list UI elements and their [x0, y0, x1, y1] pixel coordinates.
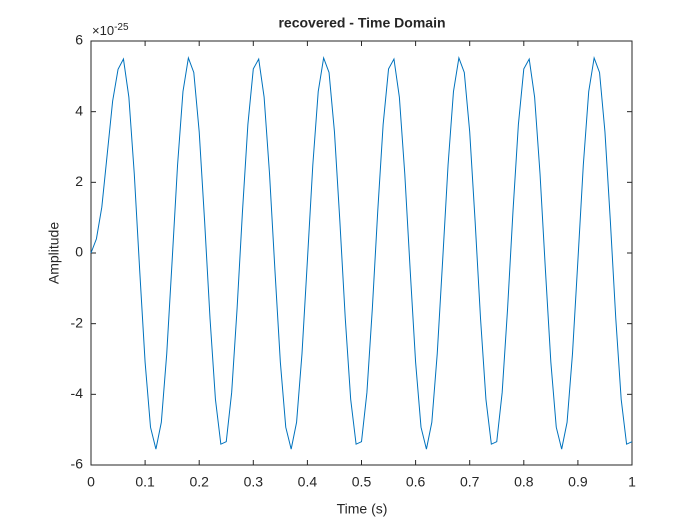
multiplier-exponent: -25: [114, 22, 129, 33]
x-tick-label: 0.1: [135, 474, 155, 490]
x-tick-label: 0.6: [406, 474, 426, 490]
x-tick-label: 0: [87, 474, 95, 490]
y-tick-label: 6: [75, 32, 83, 48]
y-tick-label: -4: [71, 385, 84, 401]
multiplier-base: ×10: [92, 23, 114, 38]
x-tick-label: 0.9: [568, 474, 588, 490]
signal-line: [90, 56, 633, 450]
x-tick-label: 0.7: [460, 474, 480, 490]
x-tick-label: 0.8: [514, 474, 534, 490]
y-multiplier: ×10-25: [92, 22, 129, 39]
y-tick-label: -2: [71, 314, 84, 330]
y-tick-label: 0: [75, 244, 83, 260]
x-tick-label: 1: [628, 474, 636, 490]
x-tick-label: 0.3: [244, 474, 264, 490]
y-tick-label: -6: [71, 456, 84, 472]
y-tick-label: 2: [75, 173, 83, 189]
x-tick-label: 0.5: [352, 474, 372, 490]
x-tick-label: 0.2: [189, 474, 209, 490]
y-tick-label: 4: [75, 102, 83, 118]
x-axis-label: Time (s): [337, 501, 388, 517]
x-tick-label: 0.4: [298, 474, 318, 490]
chart-title: recovered - Time Domain: [278, 15, 445, 31]
y-axis-label: Amplitude: [46, 222, 62, 284]
